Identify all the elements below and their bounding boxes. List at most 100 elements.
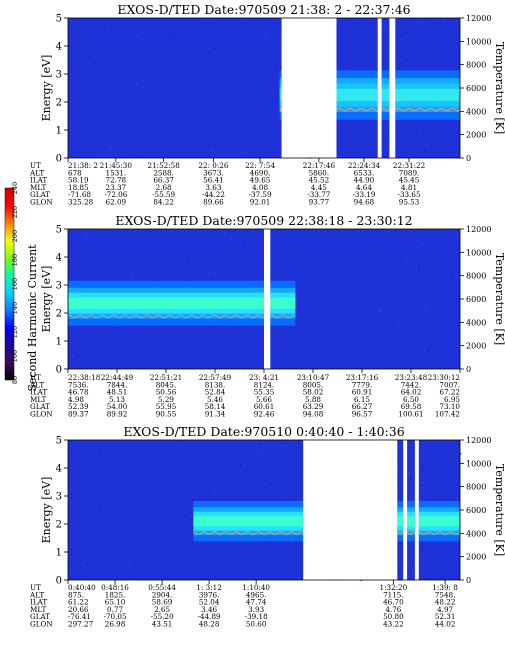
- noise-pixel: [387, 130, 390, 132]
- noise-pixel: [421, 465, 424, 467]
- noise-pixel: [442, 232, 445, 234]
- noise-pixel: [188, 279, 190, 281]
- noise-pixel: [145, 357, 148, 359]
- ephemeris-value: 90.55: [156, 410, 177, 419]
- noise-pixel: [155, 539, 157, 541]
- noise-pixel: [402, 281, 404, 283]
- panel: EXOS-D/TED Date:970509 22:38:18 - 23:30:…: [29, 213, 505, 419]
- ephemeris-value: 58.69: [152, 598, 173, 607]
- ephemeris-value: 94.68: [354, 198, 375, 207]
- noise-pixel: [415, 267, 418, 269]
- noise-pixel: [343, 263, 345, 265]
- noise-pixel: [168, 31, 170, 33]
- noise-pixel: [213, 273, 216, 275]
- noise-pixel: [192, 487, 194, 489]
- y-tick-label: 4: [56, 253, 62, 264]
- y2-tick-label: 2000: [466, 131, 486, 140]
- ephemeris-value: 1: 3:12: [196, 583, 221, 592]
- noise-pixel: [314, 364, 317, 366]
- noise-pixel: [345, 256, 347, 258]
- noise-pixel: [90, 100, 92, 102]
- noise-pixel: [408, 472, 411, 474]
- noise-pixel: [442, 130, 444, 132]
- noise-pixel: [212, 132, 215, 134]
- ephemeris-row-label: GLON: [30, 410, 53, 419]
- noise-pixel: [277, 484, 280, 487]
- noise-pixel: [164, 76, 166, 78]
- noise-pixel: [455, 234, 458, 236]
- noise-pixel: [382, 356, 384, 358]
- noise-pixel: [420, 23, 422, 25]
- noise-pixel: [92, 544, 95, 546]
- ephemeris-value: 50.60: [246, 620, 267, 629]
- band-layer: [395, 88, 460, 102]
- noise-pixel: [117, 253, 120, 255]
- noise-pixel: [280, 275, 283, 277]
- noise-pixel: [72, 49, 74, 51]
- noise-pixel: [375, 265, 377, 267]
- noise-pixel: [445, 233, 447, 235]
- noise-pixel: [426, 268, 428, 271]
- noise-pixel: [87, 328, 90, 330]
- noise-pixel: [130, 568, 132, 570]
- noise-pixel: [186, 148, 188, 150]
- noise-pixel: [116, 506, 118, 508]
- band-layer: [68, 297, 264, 309]
- ephemeris-value: 4690.: [250, 168, 271, 177]
- noise-pixel: [191, 481, 194, 483]
- noise-pixel: [418, 239, 420, 241]
- ephemeris-value: -37.59: [249, 190, 272, 199]
- ephemeris-value: 92.46: [254, 410, 275, 419]
- noise-pixel: [274, 147, 277, 149]
- noise-pixel: [422, 486, 424, 488]
- ephemeris-value: 4.81: [401, 183, 417, 192]
- noise-pixel: [115, 64, 118, 66]
- noise-pixel: [110, 151, 113, 153]
- ephemeris-value: 89.37: [68, 410, 89, 419]
- noise-pixel: [191, 541, 194, 543]
- noise-pixel: [250, 364, 253, 366]
- panels: EXOS-D/TED Date:970509 21:38: 2 - 22:37:…: [29, 2, 505, 629]
- noise-pixel: [110, 145, 112, 147]
- ephemeris-value: 52.84: [205, 388, 226, 397]
- noise-pixel: [129, 350, 132, 352]
- noise-pixel: [207, 145, 210, 148]
- noise-pixel: [69, 264, 71, 266]
- noise-pixel: [254, 454, 257, 456]
- noise-pixel: [80, 130, 83, 132]
- ephemeris-value: 23:10:47: [297, 373, 330, 382]
- noise-pixel: [72, 355, 74, 357]
- noise-pixel: [186, 93, 188, 95]
- noise-pixel: [99, 350, 101, 353]
- noise-pixel: [429, 344, 431, 346]
- noise-pixel: [415, 321, 418, 323]
- ephemeris-value: 6.50: [403, 395, 419, 404]
- y2-tick-label: 8000: [466, 272, 486, 281]
- band-layer: [397, 516, 404, 527]
- ephemeris-value: 50.80: [383, 612, 404, 621]
- ephemeris-value: 21:38: 2: [68, 161, 98, 170]
- ephemeris-value: 52.31: [435, 612, 456, 621]
- noise-pixel: [411, 290, 414, 292]
- noise-pixel: [198, 344, 201, 346]
- noise-pixel: [221, 474, 224, 476]
- noise-pixel: [131, 25, 133, 27]
- noise-pixel: [256, 33, 259, 35]
- noise-pixel: [361, 231, 364, 233]
- noise-pixel: [228, 341, 231, 343]
- noise-pixel: [212, 245, 214, 247]
- noise-pixel: [134, 337, 137, 339]
- noise-pixel: [400, 39, 403, 41]
- noise-pixel: [86, 500, 89, 502]
- noise-pixel: [291, 549, 294, 551]
- noise-pixel: [309, 341, 312, 343]
- noise-pixel: [68, 568, 71, 570]
- ephemeris-row-label: GLAT: [30, 402, 50, 411]
- y-tick-label: 1: [56, 548, 62, 559]
- noise-pixel: [154, 27, 156, 29]
- noise-pixel: [360, 328, 363, 331]
- noise-pixel: [142, 274, 145, 276]
- band-layer: [279, 88, 282, 102]
- ephemeris-value: 7442.: [401, 380, 422, 389]
- noise-pixel: [241, 84, 244, 86]
